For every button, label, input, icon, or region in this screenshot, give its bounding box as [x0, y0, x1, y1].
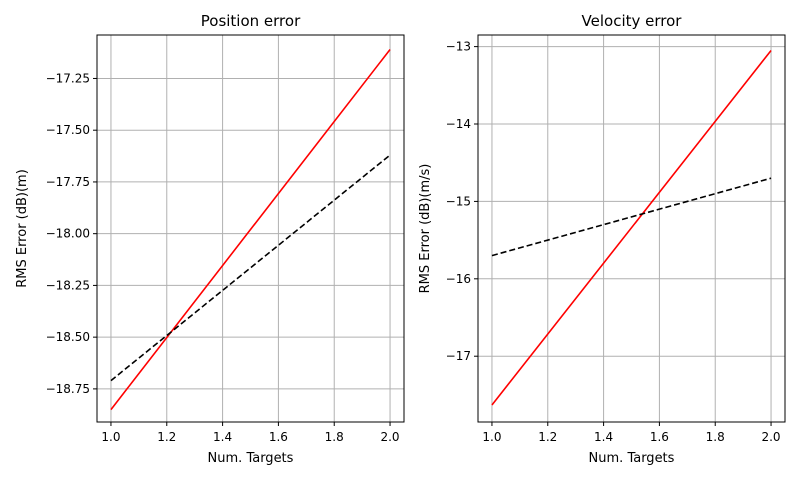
position-series-line-red-solid — [110, 48, 391, 411]
position-x-axis-label: Num. Targets — [208, 451, 294, 466]
velocity-plot-frame — [477, 34, 786, 423]
position-y-tick-label: −18.00 — [46, 227, 90, 241]
position-x-tick-label: 1.0 — [101, 430, 120, 444]
velocity-y-tick-label: −14 — [446, 117, 471, 131]
velocity-x-tick-label: 1.8 — [706, 430, 725, 444]
velocity-y-tick-label: −15 — [446, 194, 471, 208]
position-x-tick-label: 1.2 — [157, 430, 176, 444]
position-x-tick-label: 2.0 — [380, 430, 399, 444]
position-y-tick-label: −18.50 — [46, 330, 90, 344]
velocity-y-tick-label: −13 — [446, 40, 471, 54]
velocity-y-tick-label: −17 — [446, 349, 471, 363]
position-chart-title: Position error — [201, 12, 301, 30]
position-x-tick-label: 1.8 — [325, 430, 344, 444]
position-y-axis-label: RMS Error (dB)(m) — [15, 169, 30, 288]
velocity-y-axis-label: RMS Error (dB)(m/s) — [418, 164, 433, 294]
velocity-x-axis-label: Num. Targets — [589, 451, 675, 466]
position-y-tick-label: −17.75 — [46, 175, 90, 189]
velocity-x-tick-label: 1.6 — [650, 430, 669, 444]
position-y-tick-label: −17.25 — [46, 71, 90, 85]
position-x-tick-label: 1.6 — [269, 430, 288, 444]
position-series-line-black-dashed — [110, 154, 391, 382]
velocity-chart-title: Velocity error — [582, 12, 683, 30]
position-y-tick-label: −17.50 — [46, 123, 90, 137]
position-plot-frame — [96, 34, 405, 423]
position-y-tick-label: −18.75 — [46, 382, 90, 396]
velocity-x-tick-label: 1.4 — [594, 430, 613, 444]
position-y-tick-label: −18.25 — [46, 278, 90, 292]
velocity-y-tick-label: −16 — [446, 272, 471, 286]
velocity-x-tick-label: 1.2 — [538, 430, 557, 444]
velocity-series-line-black-dashed — [491, 177, 772, 257]
velocity-series-line-red-solid — [491, 49, 772, 406]
velocity-x-tick-label: 2.0 — [761, 430, 780, 444]
position-x-tick-label: 1.4 — [213, 430, 232, 444]
velocity-x-tick-label: 1.0 — [482, 430, 501, 444]
